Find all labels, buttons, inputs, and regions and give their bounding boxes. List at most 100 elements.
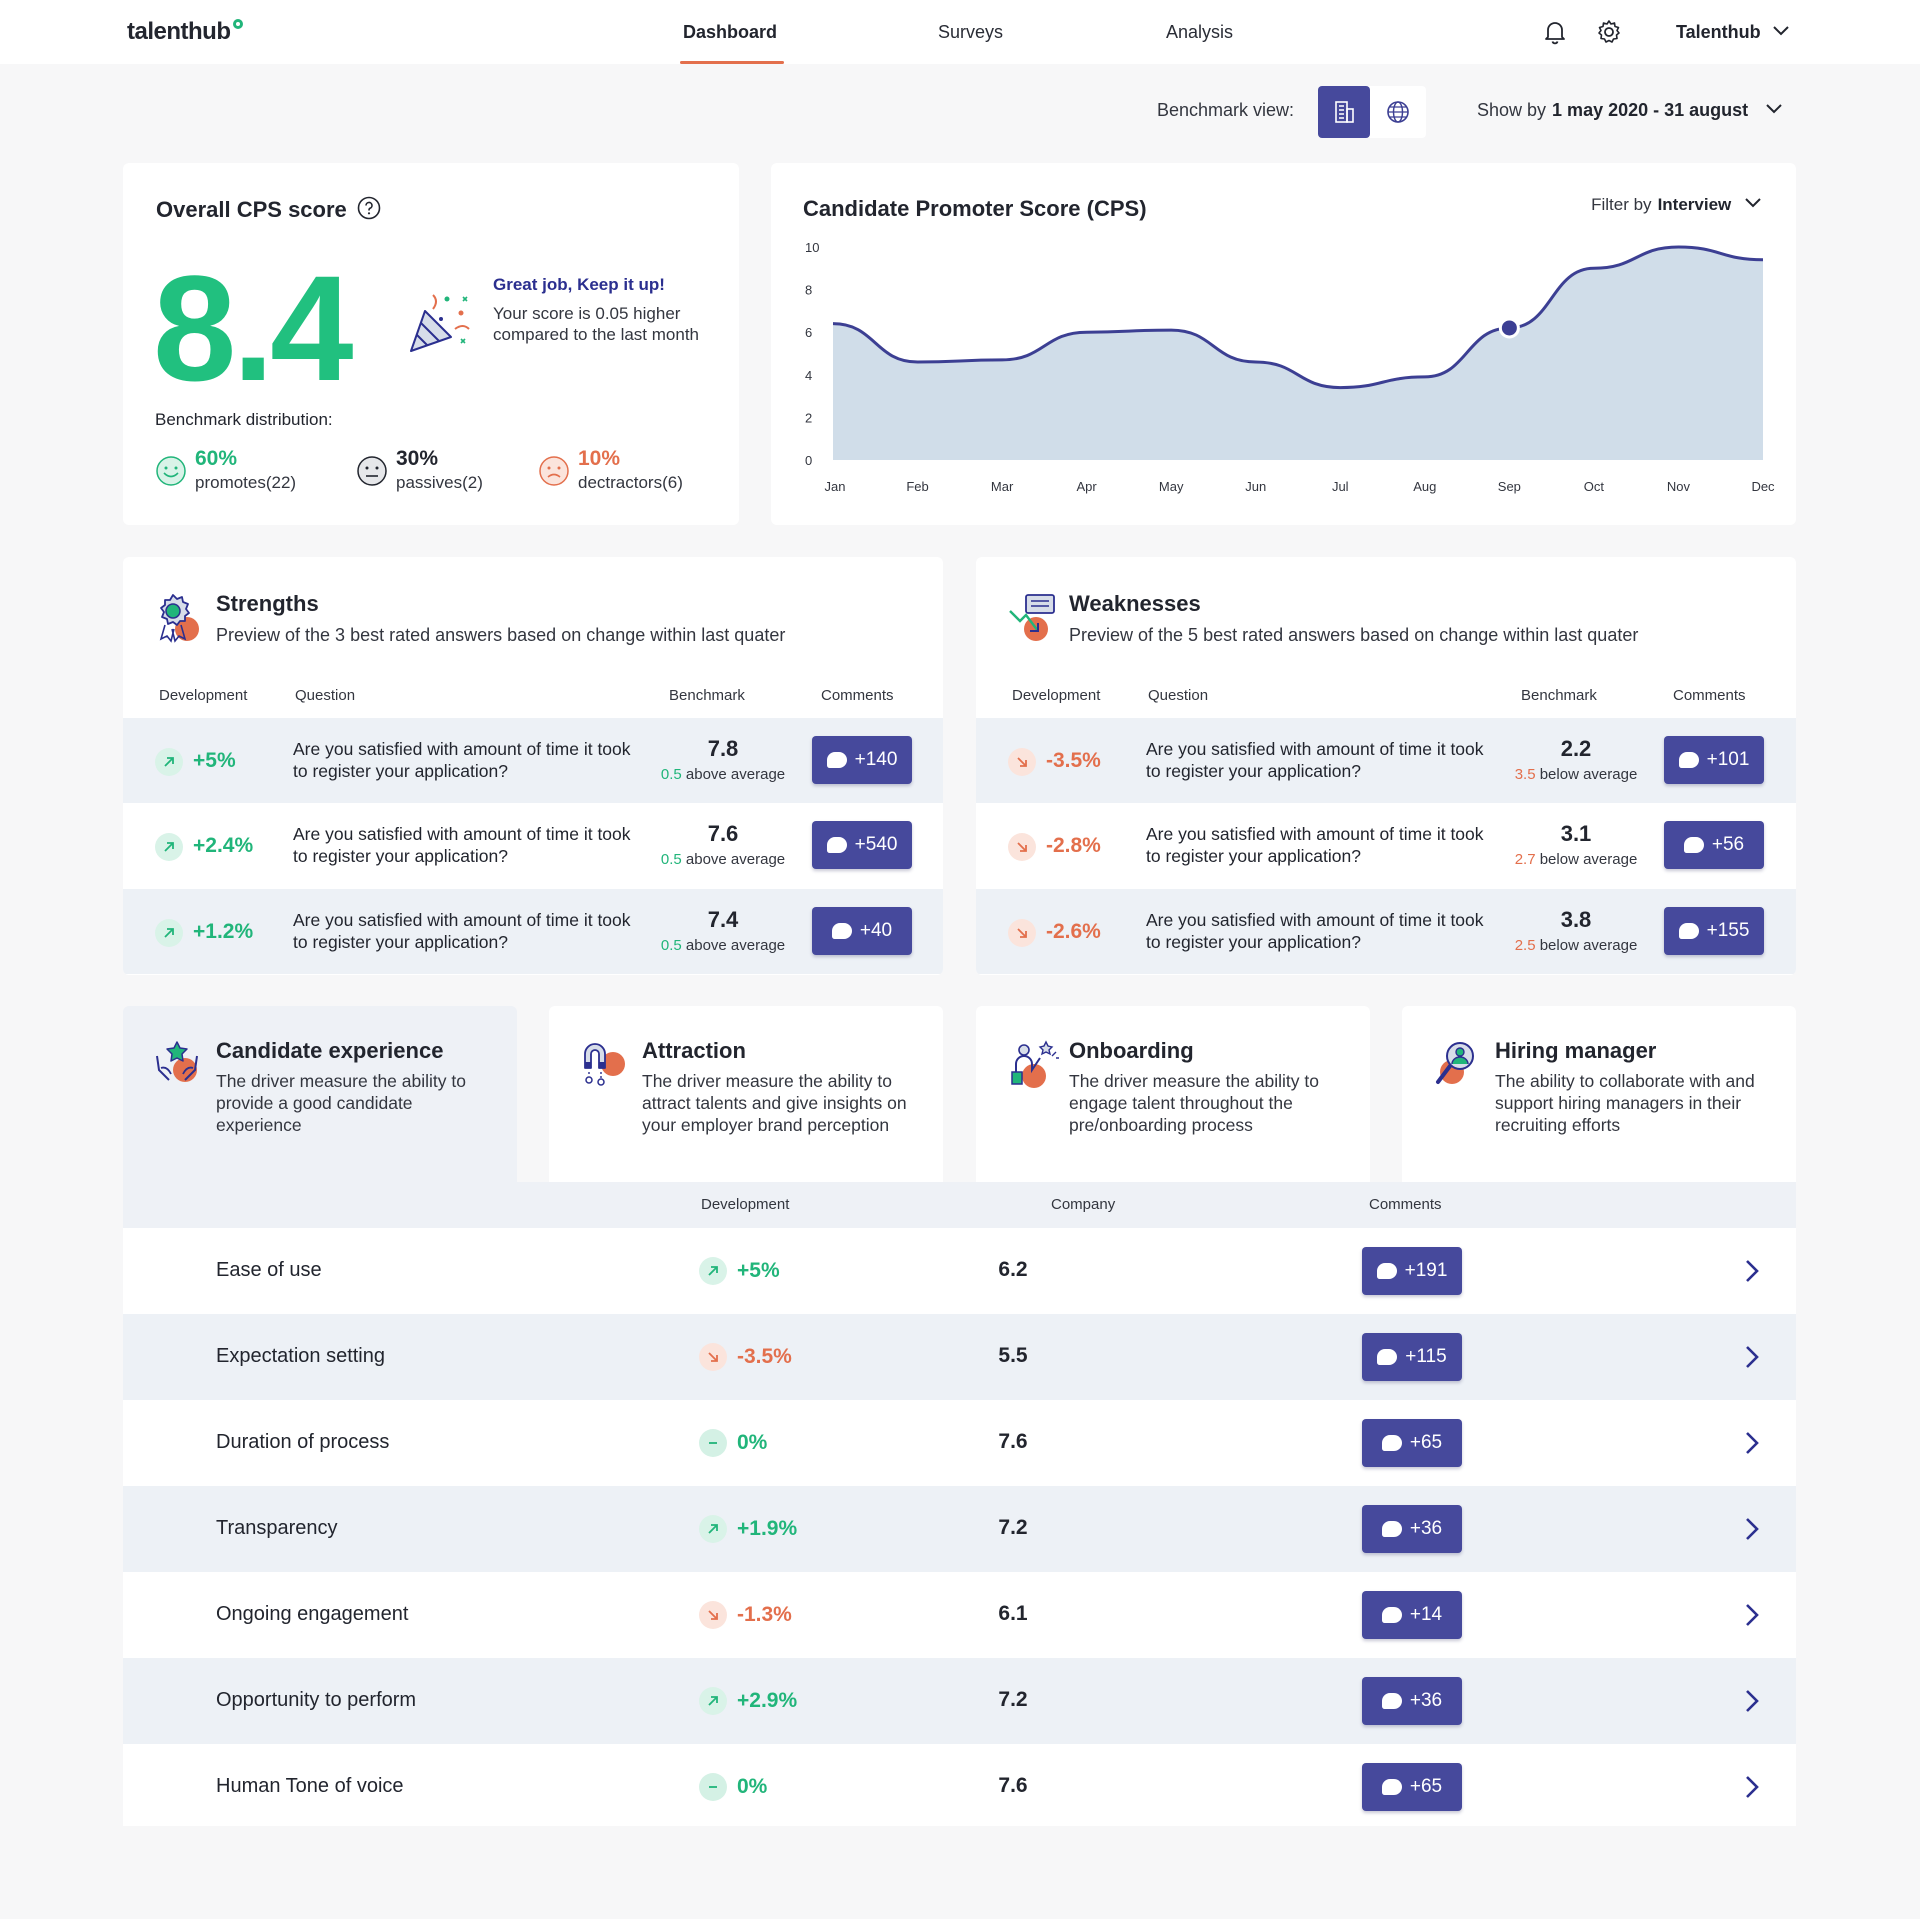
showby-label: Show by — [1477, 100, 1547, 120]
driver-row-name: Transparency — [216, 1517, 338, 1539]
col-header-question: Question — [295, 687, 356, 704]
data-point — [1422, 374, 1428, 380]
highlighted-data-point[interactable] — [1498, 317, 1520, 339]
driver-table-row[interactable]: Transparency +1.9% 7.2 +36 — [123, 1486, 1796, 1572]
driver-table-row[interactable]: Opportunity to perform +2.9% 7.2 +36 — [123, 1658, 1796, 1744]
driver-table-row[interactable]: Expectation setting -3.5% 5.5 +115 — [123, 1314, 1796, 1400]
magnet-icon — [584, 1043, 625, 1086]
top-nav: talenthub Dashboard Surveys Analysis Tal… — [0, 0, 1920, 64]
comment-bubble-icon — [1683, 837, 1704, 853]
arrow-down-right-icon — [1008, 833, 1036, 861]
chevron-down-icon — [1766, 104, 1782, 114]
driver-card-candidate-experience[interactable]: Candidate experience The driver measure … — [123, 1006, 517, 1182]
trend-down-icon — [1009, 594, 1055, 641]
question-text: Are you satisfied with amount of time it… — [1146, 910, 1484, 952]
comments-button[interactable]: +65 — [1362, 1763, 1462, 1811]
comments-button[interactable]: +36 — [1362, 1677, 1462, 1725]
comment-bubble-icon — [826, 752, 847, 768]
arrow-up-right-icon — [699, 1515, 727, 1543]
medal-icon — [159, 594, 199, 643]
help-icon[interactable] — [357, 196, 381, 220]
strengths-title: Strengths — [216, 591, 319, 616]
development-value: +2.9% — [737, 1689, 798, 1712]
question-text: Are you satisfied with amount of time it… — [1146, 739, 1484, 781]
benchmark-value: 2.2 — [1560, 736, 1592, 761]
comment-bubble-icon — [1381, 1607, 1402, 1623]
company-score: 6.2 — [998, 1258, 1028, 1281]
driver-table-row[interactable]: Ease of use +5% 6.2 +191 — [123, 1228, 1796, 1314]
driver-table-row[interactable]: Human Tone of voice 0% 7.6 +65 — [123, 1744, 1796, 1826]
data-point — [915, 359, 921, 365]
comments-button[interactable]: +40 — [812, 907, 912, 955]
comments-button[interactable]: +155 — [1664, 907, 1764, 955]
driver-card-hiring-manager[interactable]: Hiring manager The ability to collaborat… — [1402, 1006, 1796, 1182]
logo[interactable]: talenthub — [127, 18, 243, 46]
driver-row-name: Duration of process — [216, 1431, 390, 1453]
arrow-up-right-icon — [155, 748, 183, 776]
driver-table-row[interactable]: Duration of process 0% 7.6 +65 — [123, 1400, 1796, 1486]
comments-button[interactable]: +540 — [812, 821, 912, 869]
arrow-up-right-icon — [155, 833, 183, 861]
chevron-right-icon[interactable] — [1743, 1602, 1761, 1628]
passives-pct: 30% — [396, 447, 439, 470]
date-range-select[interactable]: Show by 1 may 2020 - 31 august — [1477, 100, 1783, 121]
strength-row: +1.2% Are you satisfied with amount of t… — [123, 889, 943, 974]
comments-button[interactable]: +191 — [1362, 1247, 1462, 1295]
chevron-right-icon[interactable] — [1743, 1344, 1761, 1370]
col-header-development: Development — [701, 1196, 790, 1213]
comments-button[interactable]: +36 — [1362, 1505, 1462, 1553]
company-score: 7.2 — [998, 1516, 1028, 1539]
bell-icon[interactable] — [1541, 18, 1569, 46]
chevron-down-icon — [1772, 26, 1789, 36]
comments-button[interactable]: +140 — [812, 736, 912, 784]
chevron-right-icon[interactable] — [1743, 1258, 1761, 1284]
strengths-subtitle: Preview of the 3 best rated answers base… — [216, 625, 786, 645]
chevron-right-icon[interactable] — [1743, 1430, 1761, 1456]
development-value: 0% — [737, 1775, 768, 1798]
comment-bubble-icon — [1377, 1349, 1398, 1365]
x-tick-label: Mar — [991, 479, 1014, 494]
tab-surveys[interactable]: Surveys — [938, 22, 1004, 42]
driver-description: The driver measure the ability to attrac… — [642, 1071, 907, 1135]
comment-bubble-icon — [1381, 1521, 1402, 1537]
gear-icon[interactable] — [1595, 18, 1623, 46]
building-icon — [1335, 101, 1354, 123]
strength-row: +5% Are you satisfied with amount of tim… — [123, 718, 943, 803]
weaknesses-card: Weaknesses Preview of the 5 best rated a… — [976, 557, 1796, 975]
benchmark-delta: 0.5 above average — [660, 937, 786, 954]
comments-button[interactable]: +14 — [1362, 1591, 1462, 1639]
arrow-up-right-icon — [699, 1687, 727, 1715]
y-tick-label: 0 — [805, 453, 812, 468]
chart-filter-select[interactable]: Filter by Interview — [1591, 195, 1762, 215]
overall-cps-card: Overall CPS score 8.4 Great job, Keep it… — [123, 163, 739, 525]
driver-table-row[interactable]: Ongoing engagement -1.3% 6.1 +14 — [123, 1572, 1796, 1658]
data-point — [830, 321, 836, 327]
comments-button[interactable]: +65 — [1362, 1419, 1462, 1467]
comments-button[interactable]: +115 — [1362, 1333, 1462, 1381]
benchmark-global-option[interactable] — [1372, 86, 1424, 138]
driver-card-onboarding[interactable]: Onboarding The driver measure the abilit… — [976, 1006, 1370, 1182]
comments-button[interactable]: +56 — [1664, 821, 1764, 869]
comments-button[interactable]: +101 — [1664, 736, 1764, 784]
tab-analysis[interactable]: Analysis — [1166, 22, 1234, 42]
chevron-right-icon[interactable] — [1743, 1516, 1761, 1542]
development-value: -2.6% — [1046, 920, 1101, 943]
chevron-right-icon[interactable] — [1743, 1688, 1761, 1714]
overall-cps-title: Overall CPS score — [156, 197, 347, 222]
passives-label: passives(2) — [396, 473, 483, 492]
happy-face-icon — [156, 456, 186, 486]
driver-description: The driver measure the ability to provid… — [216, 1071, 466, 1135]
tab-dashboard[interactable]: Dashboard — [683, 22, 778, 42]
driver-card-attraction[interactable]: Attraction The driver measure the abilit… — [549, 1006, 943, 1182]
detractors-pct: 10% — [578, 447, 621, 470]
chevron-right-icon[interactable] — [1743, 1774, 1761, 1800]
y-tick-label: 6 — [805, 325, 812, 340]
benchmark-delta: 0.5 above average — [660, 851, 786, 868]
feedback-body: Your score is 0.05 higher compared to th… — [493, 304, 700, 344]
benchmark-company-option[interactable] — [1318, 86, 1370, 138]
benchmark-value: 7.8 — [707, 736, 739, 761]
account-menu[interactable]: Talenthub — [1676, 22, 1790, 43]
weakness-row: -2.8% Are you satisfied with amount of t… — [976, 803, 1796, 888]
development-value: +5% — [193, 749, 236, 772]
col-header-question: Question — [1148, 687, 1209, 704]
